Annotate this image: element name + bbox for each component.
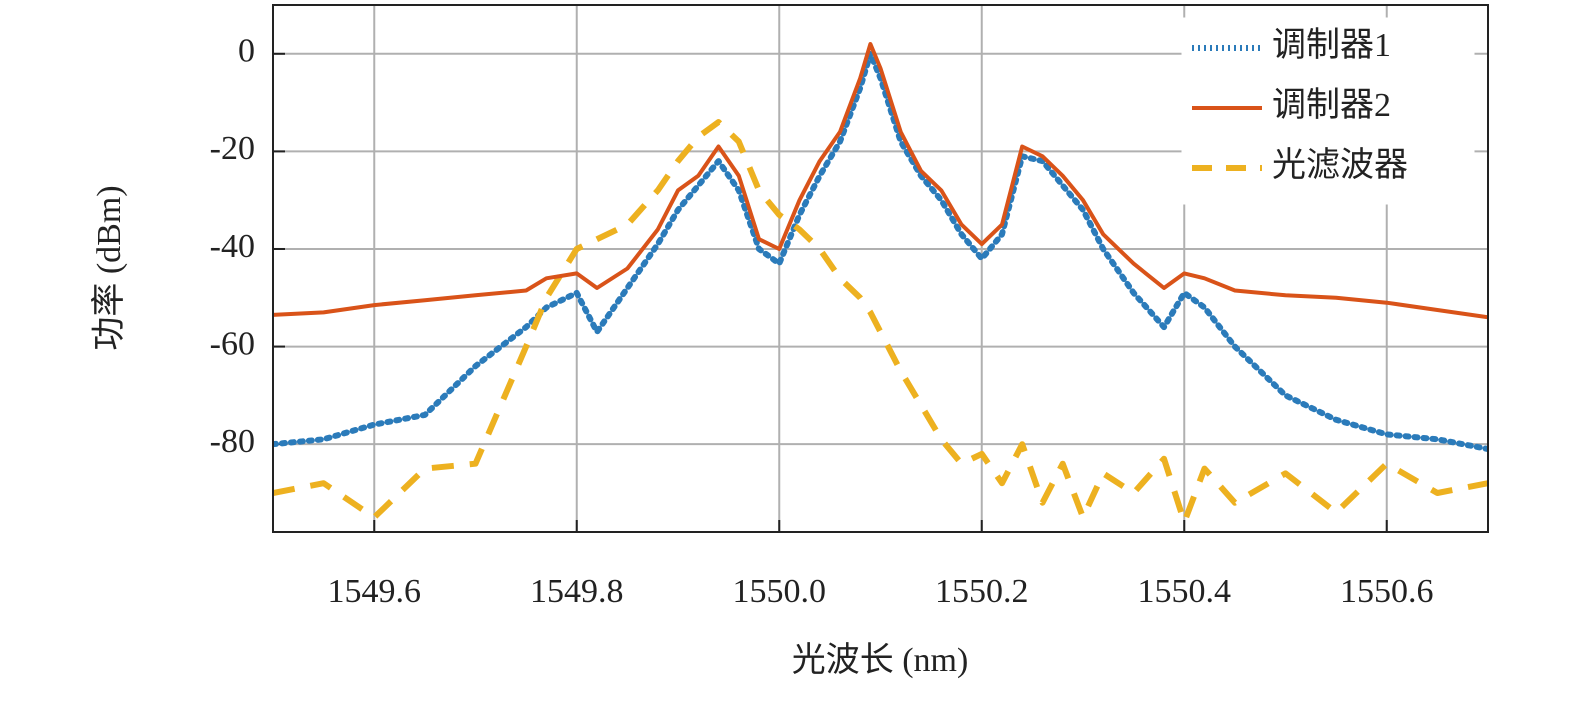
x-tick-label: 1550.6 xyxy=(1340,573,1434,610)
legend-label: 光滤波器 xyxy=(1272,146,1408,184)
legend-box xyxy=(1181,17,1475,205)
x-tick-label: 1550.2 xyxy=(935,573,1029,610)
y-tick-label: -60 xyxy=(210,325,255,362)
y-tick-label: 0 xyxy=(238,33,255,70)
legend-label: 调制器1 xyxy=(1272,27,1391,64)
y-tick-label: -40 xyxy=(210,228,255,265)
x-tick-label: 1550.0 xyxy=(733,573,827,610)
y-axis-label: 功率 (dBm) xyxy=(90,185,128,350)
line-series xyxy=(273,119,1488,526)
y-tick-label: -80 xyxy=(210,423,255,460)
plot-frame xyxy=(272,4,1489,533)
plot-lines xyxy=(273,42,1488,526)
x-tick-label: 1550.4 xyxy=(1138,573,1232,610)
y-tick-label: -20 xyxy=(210,130,255,167)
x-tick-label: 1549.8 xyxy=(530,573,624,610)
line-series xyxy=(273,42,1488,320)
line-series xyxy=(273,50,1488,452)
x-tick-label: 1549.6 xyxy=(328,573,422,610)
legend-label: 调制器2 xyxy=(1272,87,1391,124)
x-axis-label: 光波长 (nm) xyxy=(792,641,969,679)
